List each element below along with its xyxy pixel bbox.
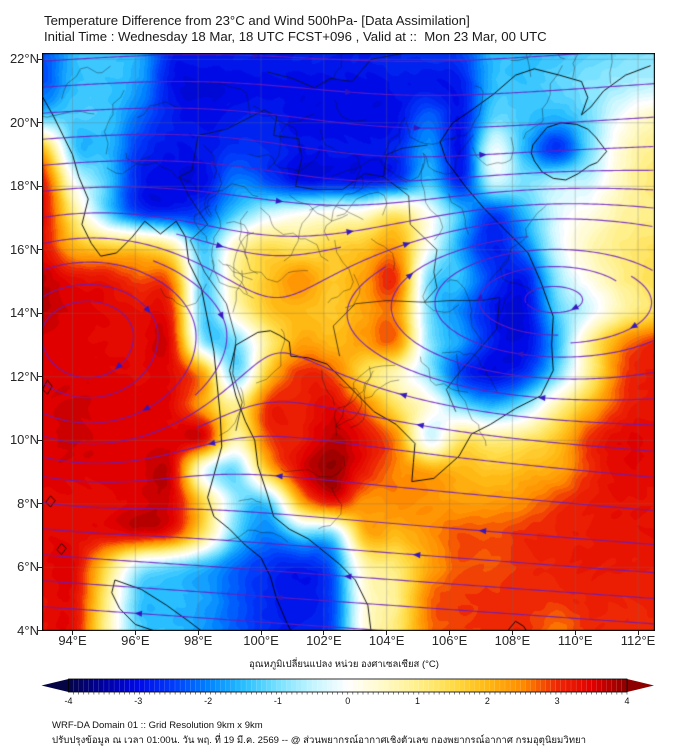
svg-text:-2: -2: [204, 696, 212, 706]
svg-text:0: 0: [345, 696, 350, 706]
svg-text:4: 4: [624, 696, 629, 706]
svg-text:-1: -1: [274, 696, 282, 706]
svg-text:-4: -4: [64, 696, 72, 706]
svg-text:3: 3: [555, 696, 560, 706]
svg-text:1: 1: [415, 696, 420, 706]
svg-text:-3: -3: [134, 696, 142, 706]
svg-text:2: 2: [485, 696, 490, 706]
